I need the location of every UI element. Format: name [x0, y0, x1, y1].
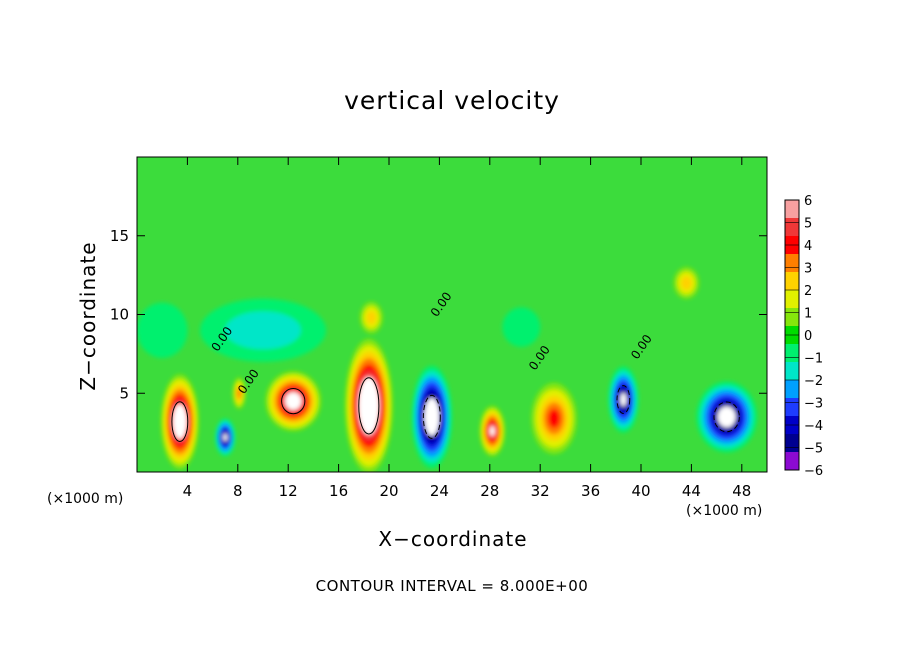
x-tick-label-8: 36 — [581, 482, 600, 500]
x-tick-label-11: 48 — [732, 482, 751, 500]
x-tick-label-4: 20 — [379, 482, 398, 500]
feature-8-level-6 — [620, 392, 627, 407]
colorbar-label-11: −5 — [804, 442, 823, 457]
x-tick-label-5: 24 — [430, 482, 449, 500]
x-unit-label-left: (×1000 m) — [47, 491, 124, 507]
colorbar-label-3: 3 — [804, 262, 812, 277]
feature-5-level-8 — [428, 408, 436, 425]
feature-3-level-7 — [288, 395, 299, 407]
feature-11-level-2 — [366, 310, 377, 325]
feature-14-level-1 — [509, 315, 533, 339]
colorbar-label-10: −4 — [804, 419, 823, 434]
colorbar-label-9: −3 — [804, 397, 823, 412]
x-unit-label-right: (×1000 m) — [686, 503, 763, 519]
feature-9-level-7 — [721, 410, 733, 424]
colorbar-swatch-11 — [785, 398, 799, 417]
feature-12-level-1 — [225, 311, 301, 350]
colorbar-swatch-1 — [785, 218, 799, 237]
x-tick-label-10: 44 — [682, 482, 701, 500]
y-tick-label-2: 15 — [110, 227, 129, 245]
contour-core-0 — [171, 401, 189, 442]
colorbar-swatch-4 — [785, 272, 799, 291]
x-tick-label-9: 40 — [631, 482, 650, 500]
colorbar-swatch-8 — [785, 344, 799, 363]
feature-7-level-4 — [547, 408, 561, 429]
colorbar-swatch-6 — [785, 308, 799, 327]
x-tick-label-0: 4 — [183, 482, 193, 500]
x-axis-label: X−coordinate — [378, 527, 528, 551]
colorbar-label-1: 5 — [804, 217, 812, 232]
colorbar-swatch-10 — [785, 380, 799, 399]
contour-core-8 — [616, 385, 631, 414]
colorbar-swatch-5 — [785, 290, 799, 309]
colorbar-swatch-0 — [785, 200, 799, 219]
colorbar-label-0: 6 — [804, 194, 812, 209]
colorbar-label-6: 0 — [804, 329, 812, 344]
colorbar-label-8: −2 — [804, 374, 823, 389]
x-tick-label-6: 28 — [480, 482, 499, 500]
contour-core-4 — [358, 377, 380, 435]
x-tick-label-7: 32 — [531, 482, 550, 500]
feature-10-level-2 — [680, 276, 692, 290]
feature-4-level-9 — [365, 396, 373, 416]
feature-13-level-1 — [147, 313, 178, 347]
feature-6-level-6 — [489, 426, 495, 437]
colorbar-label-7: −1 — [804, 352, 823, 367]
colorbar-swatch-13 — [785, 434, 799, 453]
feature-2-level-3 — [236, 388, 242, 399]
x-tick-label-2: 12 — [279, 482, 298, 500]
contour-core-5 — [422, 394, 441, 439]
contour-interval-note: CONTOUR INTERVAL = 8.000E+00 — [315, 577, 589, 595]
colorbar-label-12: −6 — [804, 464, 823, 479]
chart-title: vertical velocity — [344, 86, 560, 115]
contour-core-9 — [713, 401, 740, 433]
colorbar-swatch-9 — [785, 362, 799, 381]
colorbar-swatch-14 — [785, 452, 799, 471]
x-tick-label-3: 16 — [329, 482, 348, 500]
colorbar-label-4: 2 — [804, 284, 812, 299]
x-tick-label-1: 8 — [233, 482, 243, 500]
y-tick-label-1: 10 — [110, 306, 129, 324]
contour-core-3 — [281, 388, 306, 415]
colorbar-swatch-3 — [785, 254, 799, 273]
colorbar-label-5: 1 — [804, 307, 812, 322]
feature-1-level-6 — [223, 433, 228, 442]
colorbar-label-2: 4 — [804, 239, 812, 254]
heatmap-field — [137, 267, 757, 472]
feature-0-level-8 — [176, 414, 183, 430]
y-tick-label-0: 5 — [119, 384, 129, 402]
